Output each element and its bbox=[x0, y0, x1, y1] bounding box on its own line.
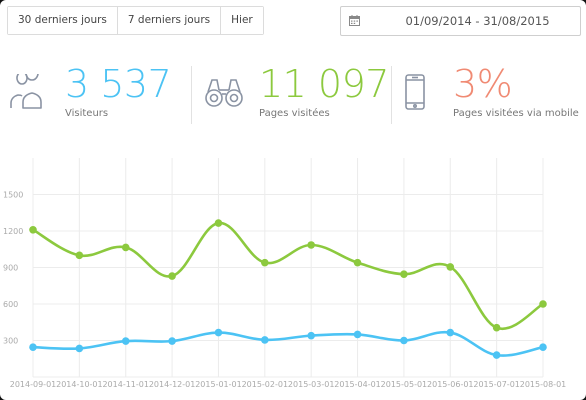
x-tick-label: 2014-09-01 bbox=[10, 380, 57, 389]
series-line bbox=[31, 330, 545, 357]
mobile-views-label: Pages visitées via mobile bbox=[453, 108, 579, 119]
x-tick-label: 2014-12-01 bbox=[149, 380, 196, 389]
data-point[interactable] bbox=[214, 328, 223, 337]
data-point[interactable] bbox=[400, 336, 408, 345]
range-7-days-button[interactable]: 7 derniers jours bbox=[117, 7, 222, 34]
x-tick-label: 2014-11-01 bbox=[102, 380, 149, 389]
range-30-days-button[interactable]: 30 derniers jours bbox=[8, 7, 118, 34]
data-point[interactable] bbox=[400, 270, 408, 278]
y-tick-label: 1500 bbox=[3, 191, 23, 200]
y-tick-label: 300 bbox=[3, 337, 18, 346]
chart-series bbox=[29, 219, 547, 359]
x-tick-label: 2015-05-01 bbox=[381, 380, 428, 389]
page-views-count: 11 097 bbox=[259, 62, 389, 106]
calendar-icon bbox=[349, 15, 360, 26]
stat-divider bbox=[191, 66, 192, 124]
data-point[interactable] bbox=[446, 328, 455, 337]
x-tick-label: 2015-03-01 bbox=[288, 380, 335, 389]
data-point[interactable] bbox=[168, 337, 176, 345]
date-range-picker[interactable]: 01/09/2014 - 31/08/2015 bbox=[340, 6, 581, 36]
data-point[interactable] bbox=[29, 343, 37, 351]
users-icon bbox=[10, 74, 42, 109]
mobile-phone-icon bbox=[405, 74, 425, 110]
mobile-views-percent: 3% bbox=[453, 62, 513, 106]
data-point[interactable] bbox=[492, 323, 501, 332]
y-tick-label: 1200 bbox=[3, 227, 23, 236]
data-point[interactable] bbox=[446, 263, 455, 271]
x-tick-label: 2015-08-01 bbox=[520, 380, 567, 389]
x-tick-label: 2015-01-01 bbox=[195, 380, 242, 389]
data-point[interactable] bbox=[214, 219, 223, 227]
data-point[interactable] bbox=[353, 258, 362, 267]
data-point[interactable] bbox=[539, 300, 547, 308]
y-tick-label: 900 bbox=[3, 264, 18, 273]
binoculars-icon bbox=[205, 79, 243, 107]
stat-divider bbox=[391, 66, 392, 124]
x-tick-label: 2015-04-01 bbox=[334, 380, 381, 389]
date-range-value: 01/09/2014 - 31/08/2015 bbox=[405, 14, 550, 28]
data-point[interactable] bbox=[121, 243, 130, 252]
y-tick-label: 600 bbox=[3, 300, 18, 309]
data-point[interactable] bbox=[121, 337, 130, 345]
data-point[interactable] bbox=[75, 251, 84, 260]
data-point[interactable] bbox=[353, 330, 362, 339]
x-tick-label: 2015-02-01 bbox=[242, 380, 289, 389]
data-point[interactable] bbox=[539, 343, 547, 351]
x-tick-label: 2015-07-01 bbox=[473, 380, 520, 389]
data-point[interactable] bbox=[307, 241, 315, 249]
y-axis-labels: 300 600 900 1200 1500 bbox=[3, 191, 23, 346]
chart-grid bbox=[32, 158, 544, 378]
data-point[interactable] bbox=[75, 344, 84, 353]
page-views-label: Pages visitées bbox=[259, 108, 330, 119]
date-range-presets: 30 derniers jours 7 derniers jours Hier bbox=[7, 6, 264, 35]
data-point[interactable] bbox=[261, 258, 269, 267]
data-point[interactable] bbox=[261, 336, 269, 344]
visitors-label: Visiteurs bbox=[65, 108, 109, 119]
range-yesterday-button[interactable]: Hier bbox=[221, 7, 263, 34]
x-axis-labels: 2014-09-01 2014-10-01 2014-11-01 2014-12-01… bbox=[10, 380, 567, 389]
visitors-count: 3 537 bbox=[65, 62, 172, 106]
x-tick-label: 2015-06-01 bbox=[427, 380, 474, 389]
data-point[interactable] bbox=[307, 331, 315, 340]
data-point[interactable] bbox=[29, 225, 37, 234]
series-line bbox=[31, 221, 545, 331]
x-tick-label: 2014-10-01 bbox=[56, 380, 103, 389]
data-point[interactable] bbox=[492, 351, 501, 359]
data-point[interactable] bbox=[168, 272, 176, 280]
